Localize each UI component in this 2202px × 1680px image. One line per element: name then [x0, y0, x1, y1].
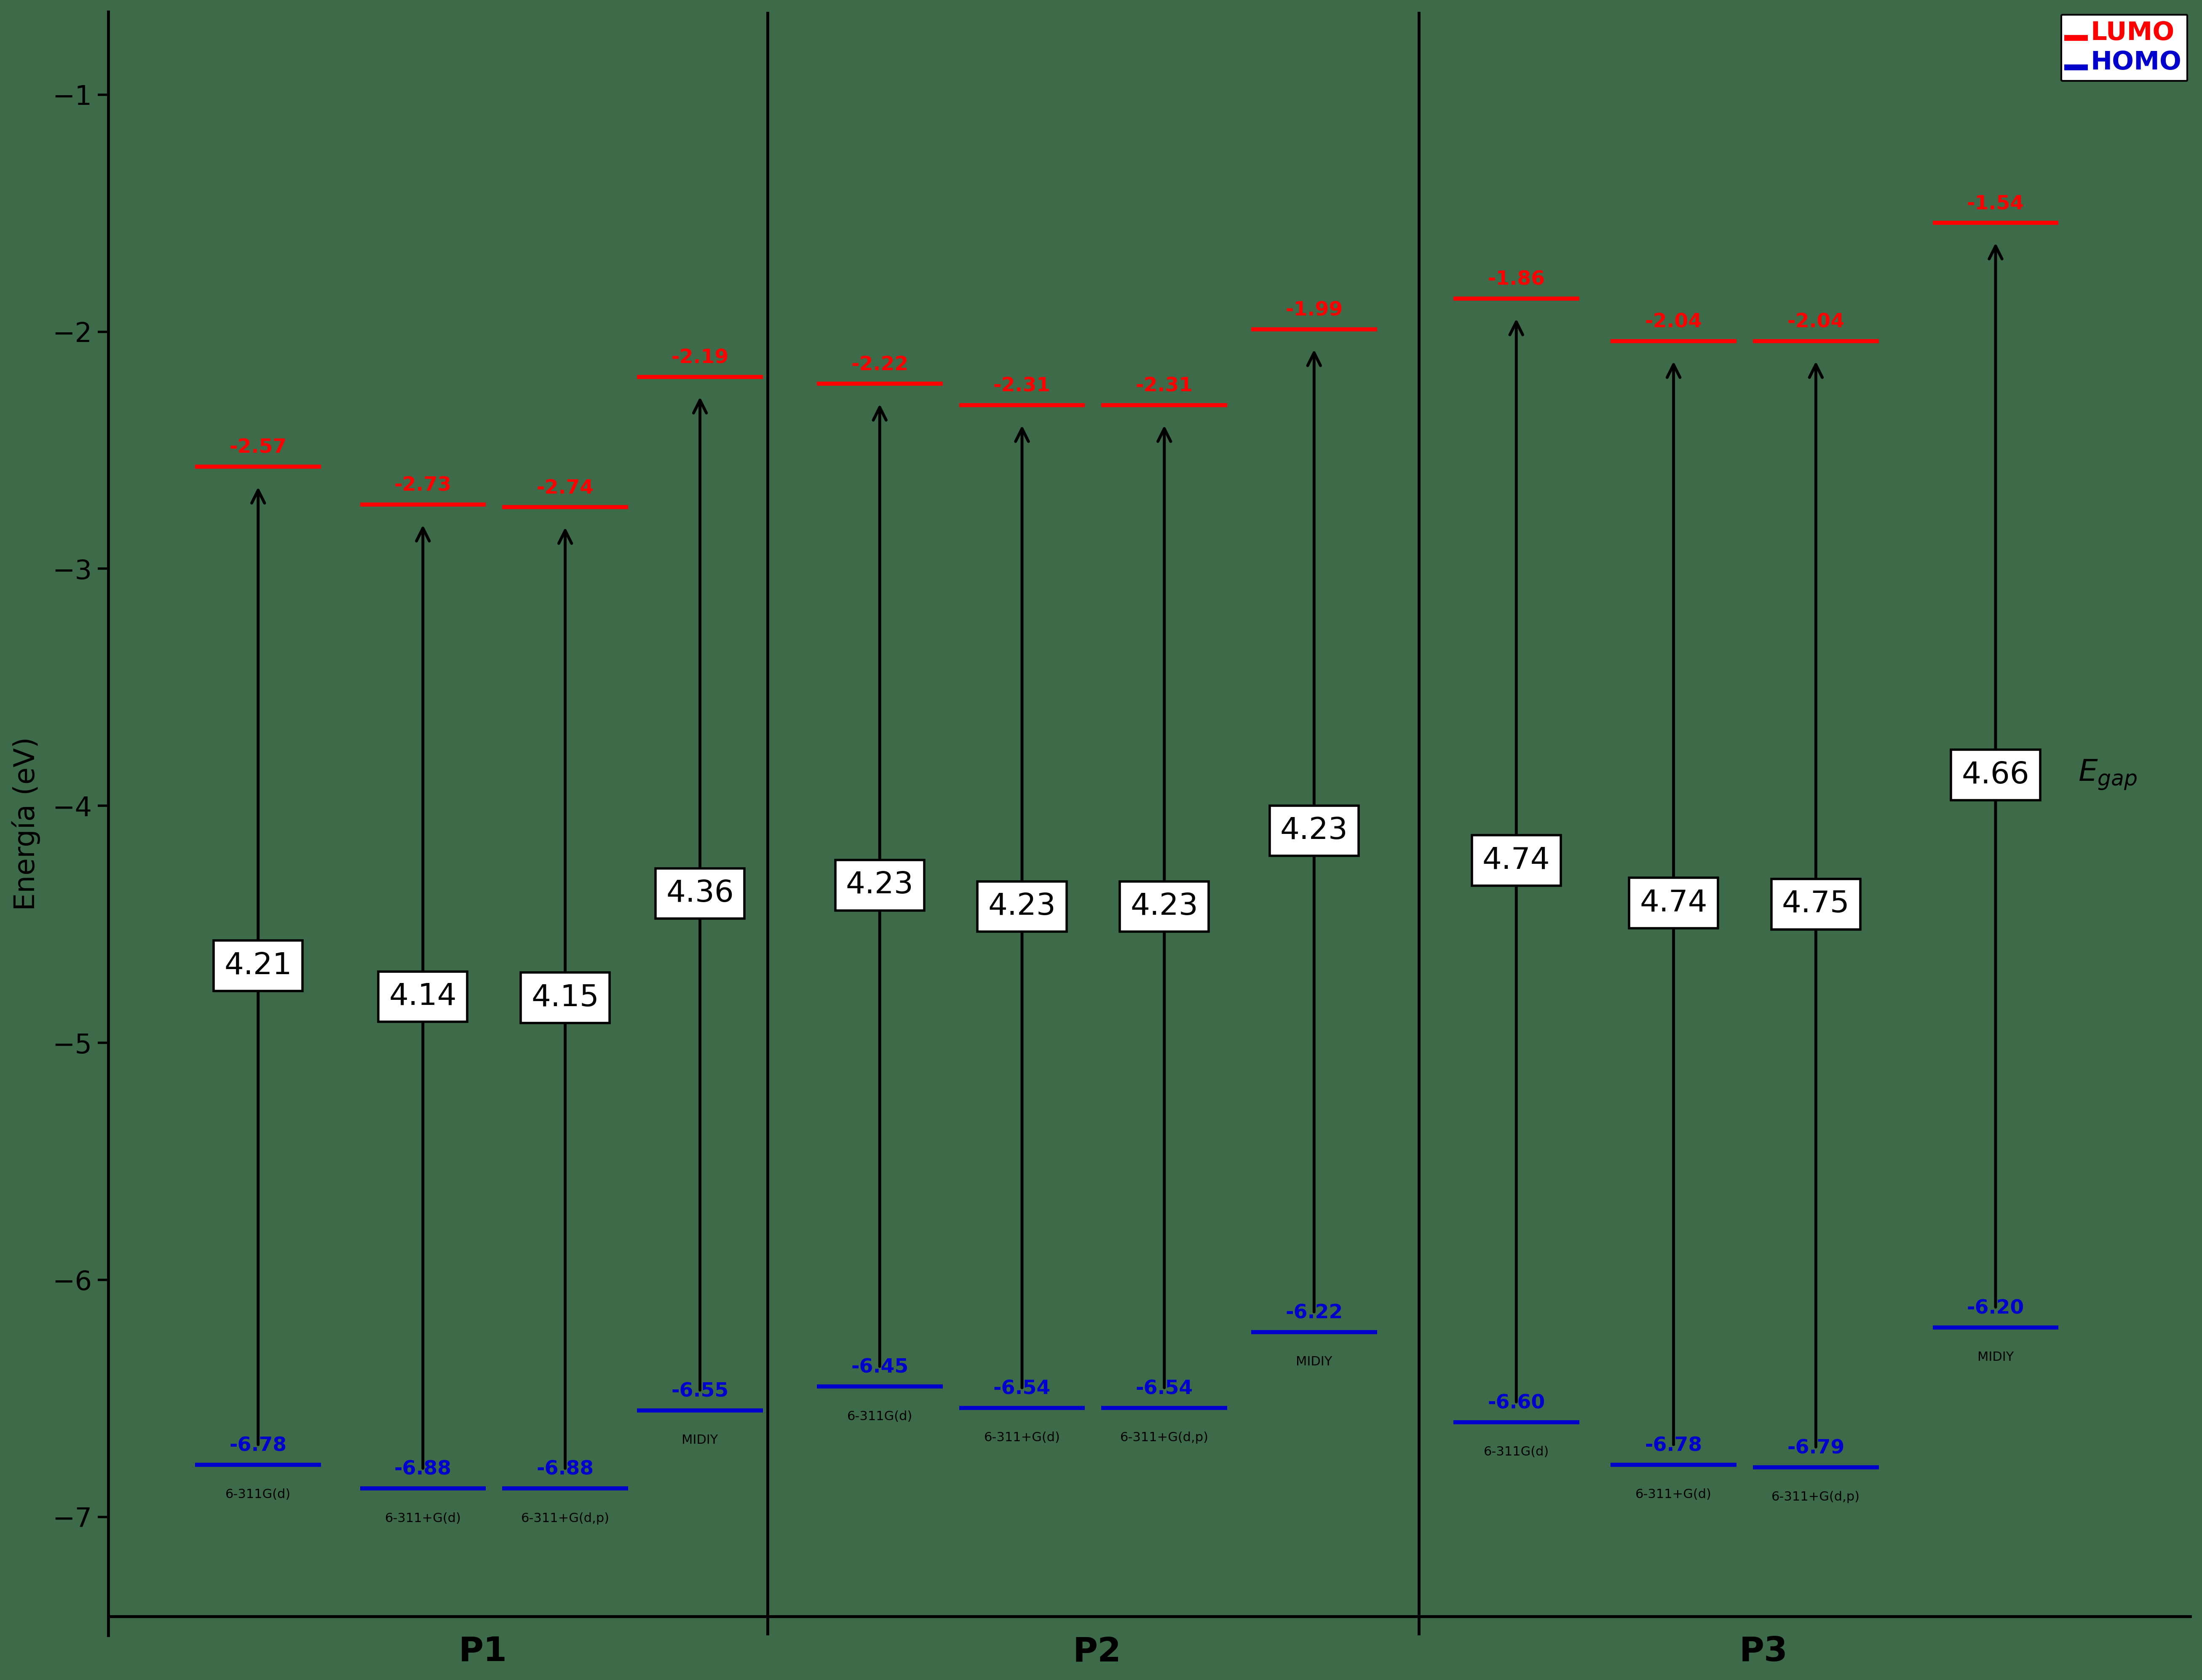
- Text: 6-311G(d): 6-311G(d): [848, 1410, 912, 1423]
- Text: -1.99: -1.99: [1286, 301, 1343, 319]
- Text: 6-311+G(d): 6-311+G(d): [1636, 1488, 1711, 1500]
- Text: 6-311+G(d): 6-311+G(d): [984, 1431, 1059, 1443]
- Text: -6.20: -6.20: [1966, 1299, 2024, 1317]
- Text: -6.78: -6.78: [229, 1436, 286, 1455]
- Text: -6.79: -6.79: [1788, 1438, 1845, 1458]
- Text: -2.31: -2.31: [993, 376, 1050, 396]
- Text: 4.74: 4.74: [1482, 845, 1550, 875]
- Text: -6.54: -6.54: [1136, 1379, 1193, 1398]
- Text: -6.88: -6.88: [537, 1460, 595, 1478]
- Text: -2.22: -2.22: [850, 356, 909, 375]
- Text: 4.74: 4.74: [1640, 889, 1707, 917]
- Text: P3: P3: [1740, 1635, 1788, 1668]
- Text: -2.04: -2.04: [1645, 312, 1702, 331]
- Text: -2.73: -2.73: [394, 477, 451, 496]
- Text: -1.54: -1.54: [1966, 195, 2024, 213]
- Text: MIDIY: MIDIY: [683, 1435, 718, 1446]
- Text: -6.60: -6.60: [1489, 1394, 1546, 1413]
- Text: P1: P1: [458, 1635, 506, 1668]
- Text: $E_{gap}$: $E_{gap}$: [2079, 758, 2138, 791]
- Text: -2.57: -2.57: [229, 438, 286, 457]
- Text: 4.23: 4.23: [1130, 892, 1198, 921]
- Text: 4.21: 4.21: [225, 951, 293, 981]
- Y-axis label: Energía (eV): Energía (eV): [11, 738, 40, 911]
- Text: -6.45: -6.45: [850, 1357, 909, 1378]
- Text: -2.04: -2.04: [1788, 312, 1845, 331]
- Text: -2.19: -2.19: [672, 348, 729, 368]
- Text: 4.14: 4.14: [390, 983, 456, 1011]
- Text: -6.54: -6.54: [993, 1379, 1050, 1398]
- Text: -1.86: -1.86: [1489, 270, 1546, 289]
- Text: -6.88: -6.88: [394, 1460, 451, 1478]
- Text: 4.75: 4.75: [1781, 890, 1850, 919]
- Text: MIDIY: MIDIY: [1297, 1356, 1332, 1368]
- Text: 4.15: 4.15: [531, 983, 599, 1013]
- Legend: LUMO, HOMO: LUMO, HOMO: [2061, 15, 2187, 81]
- Text: 6-311G(d): 6-311G(d): [225, 1488, 291, 1500]
- Text: P2: P2: [1072, 1635, 1121, 1668]
- Text: 6-311+G(d,p): 6-311+G(d,p): [1773, 1490, 1861, 1504]
- Text: 6-311+G(d,p): 6-311+G(d,p): [522, 1512, 610, 1524]
- Text: 6-311+G(d): 6-311+G(d): [385, 1512, 460, 1524]
- Text: -2.31: -2.31: [1136, 376, 1193, 396]
- Text: -6.55: -6.55: [672, 1383, 729, 1401]
- Text: -6.78: -6.78: [1645, 1436, 1702, 1455]
- Text: MIDIY: MIDIY: [1977, 1351, 2015, 1362]
- Text: 4.23: 4.23: [989, 892, 1057, 921]
- Text: 4.23: 4.23: [1279, 816, 1348, 845]
- Text: 4.23: 4.23: [846, 870, 914, 900]
- Text: 4.36: 4.36: [667, 879, 733, 907]
- Text: 6-311+G(d,p): 6-311+G(d,p): [1121, 1431, 1209, 1443]
- Text: -6.22: -6.22: [1286, 1304, 1343, 1322]
- Text: 6-311G(d): 6-311G(d): [1484, 1446, 1548, 1458]
- Text: 4.66: 4.66: [1962, 761, 2030, 790]
- Text: -2.74: -2.74: [537, 479, 595, 497]
